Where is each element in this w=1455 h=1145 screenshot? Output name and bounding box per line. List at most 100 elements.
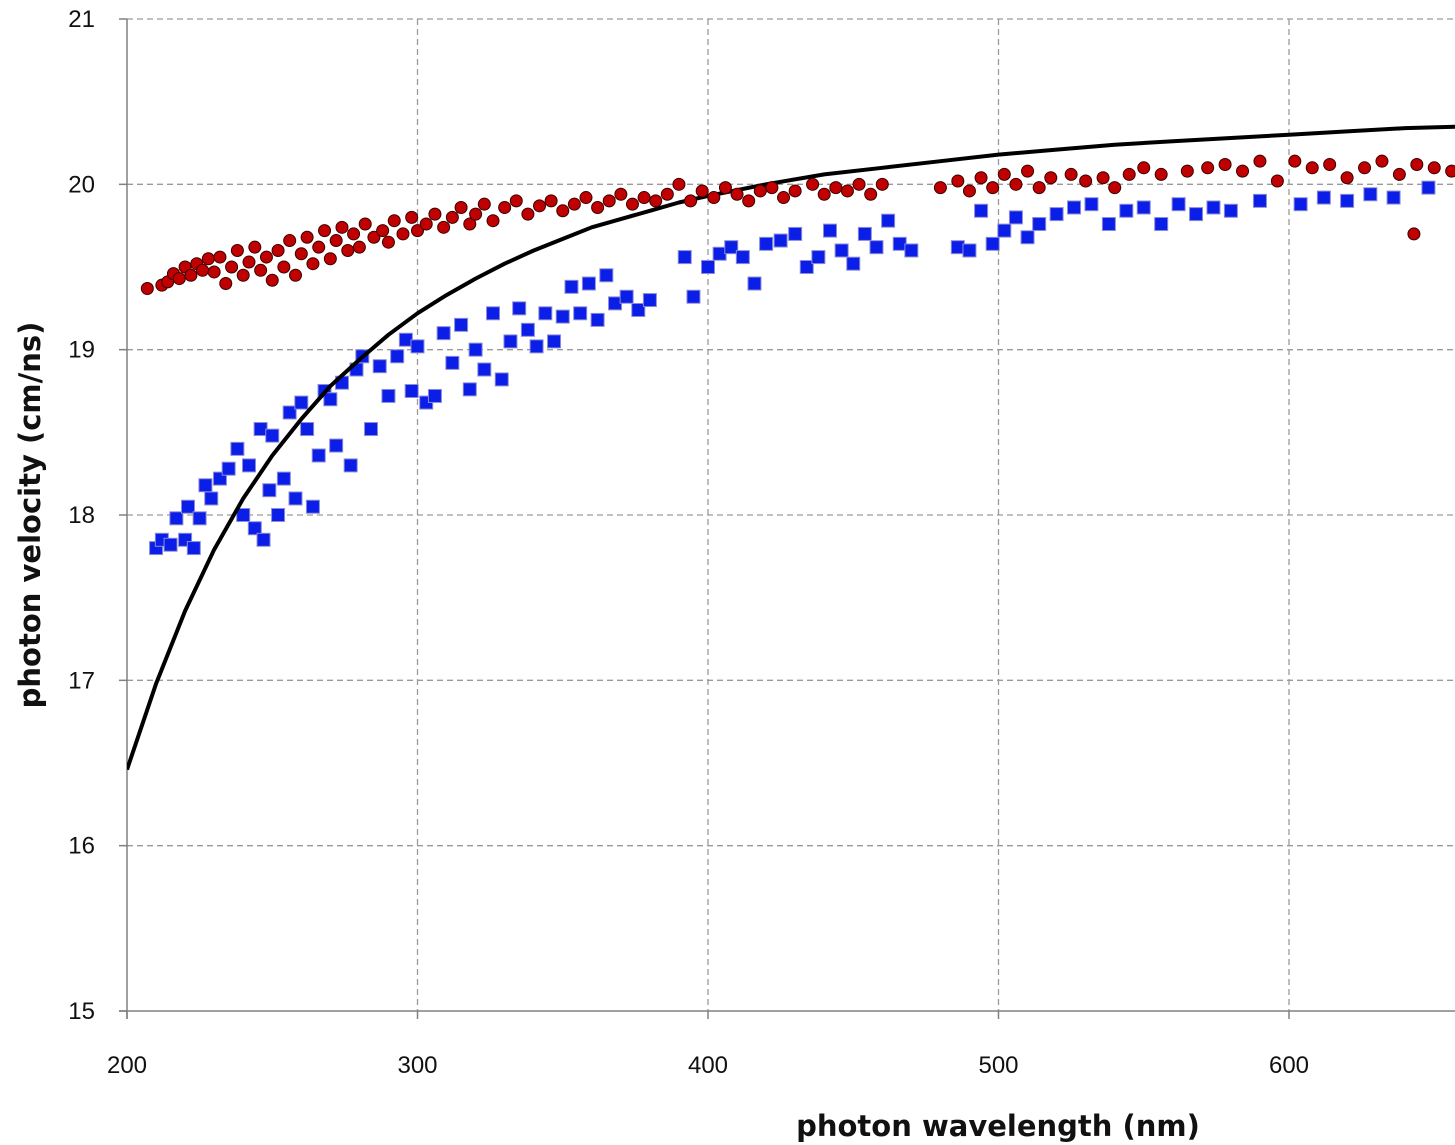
- circle-point: [1358, 161, 1372, 175]
- square-point: [1136, 200, 1151, 215]
- circle-point: [419, 217, 433, 231]
- square-point: [1293, 197, 1308, 212]
- square-point: [404, 384, 419, 398]
- square-point: [454, 317, 469, 332]
- circle-point: [341, 243, 355, 257]
- square-point: [1067, 200, 1082, 215]
- square-point: [221, 461, 236, 476]
- circle-point: [265, 273, 279, 287]
- circle-point: [1288, 154, 1302, 168]
- circle-point: [951, 174, 965, 188]
- y-tick-label: 15: [68, 998, 95, 1025]
- square-point: [608, 296, 623, 311]
- fit-curve: [127, 124, 1455, 771]
- circle-point: [463, 217, 477, 231]
- square-point: [735, 250, 750, 265]
- square-point: [256, 532, 271, 547]
- y-tick-label: 20: [68, 171, 95, 198]
- square-point: [305, 499, 320, 514]
- circle-point: [306, 257, 320, 271]
- circle-point: [707, 191, 721, 205]
- square-point: [881, 213, 896, 228]
- square-point: [1223, 203, 1238, 218]
- circle-point: [184, 268, 198, 282]
- circle-point: [486, 214, 500, 228]
- square-point: [398, 332, 413, 347]
- square-point: [520, 322, 535, 337]
- square-point: [1206, 200, 1221, 215]
- square-point: [494, 372, 509, 387]
- circle-point: [974, 171, 988, 185]
- square-point: [701, 260, 715, 274]
- square-point: [747, 276, 762, 291]
- circle-point: [753, 184, 767, 198]
- circle-point: [1021, 164, 1035, 178]
- circle-point: [469, 207, 483, 221]
- circle-point: [405, 210, 419, 224]
- square-point: [230, 441, 245, 456]
- circle-point: [1009, 177, 1023, 191]
- circle-point: [1270, 174, 1284, 188]
- circle-point: [335, 220, 349, 234]
- square-point: [590, 312, 605, 327]
- square-point: [823, 223, 838, 238]
- circle-point: [997, 167, 1011, 181]
- square-point: [1008, 210, 1023, 225]
- circle-point: [248, 240, 262, 254]
- square-point: [677, 250, 692, 265]
- circle-point: [367, 230, 381, 244]
- square-point: [468, 342, 483, 357]
- square-point: [788, 226, 803, 241]
- circle-point: [213, 250, 227, 264]
- y-axis-title: photon velocity (cm/ns): [13, 322, 47, 709]
- circle-point: [602, 194, 616, 208]
- circle-point: [1079, 174, 1093, 188]
- square-point: [1119, 203, 1134, 218]
- circle-point: [288, 268, 302, 282]
- circle-point: [1407, 227, 1421, 241]
- y-tick-label: 19: [68, 337, 95, 364]
- square-point: [204, 491, 219, 506]
- x-tick-label: 400: [688, 1052, 728, 1079]
- square-point: [276, 471, 291, 486]
- circle-point: [556, 204, 570, 218]
- square-point: [962, 243, 977, 258]
- circle-point: [1427, 161, 1441, 175]
- square-point: [186, 541, 201, 556]
- square-point: [773, 233, 788, 248]
- circle-point: [544, 194, 558, 208]
- square-point: [857, 226, 872, 241]
- circle-point: [817, 187, 831, 201]
- square-point: [573, 306, 588, 321]
- circle-point: [411, 224, 424, 238]
- square-point: [619, 289, 634, 304]
- y-tick-label: 17: [68, 667, 95, 694]
- square-point: [547, 334, 562, 349]
- circle-point: [829, 181, 843, 195]
- circle-point: [477, 197, 491, 211]
- circle-point: [172, 272, 186, 286]
- square-point: [181, 499, 196, 514]
- circle-point: [788, 184, 802, 198]
- square-point: [512, 301, 527, 316]
- circle-point: [1032, 181, 1046, 195]
- circle-point: [329, 234, 343, 248]
- x-tick-label: 300: [397, 1052, 437, 1079]
- circle-point: [347, 227, 361, 241]
- square-point: [529, 339, 544, 354]
- circle-point: [323, 252, 337, 266]
- circle-point: [521, 207, 535, 221]
- circle-point: [225, 260, 239, 274]
- circle-point: [875, 177, 889, 191]
- square-point: [904, 243, 919, 258]
- circle-point: [649, 194, 663, 208]
- y-tick-label: 18: [68, 502, 95, 529]
- circle-point: [718, 181, 732, 195]
- square-point: [169, 511, 184, 526]
- square-point: [445, 355, 460, 370]
- circle-point: [283, 234, 297, 248]
- circle-point: [428, 207, 442, 221]
- y-tick-label: 21: [68, 6, 95, 33]
- circle-point: [742, 194, 756, 208]
- square-point: [192, 511, 207, 526]
